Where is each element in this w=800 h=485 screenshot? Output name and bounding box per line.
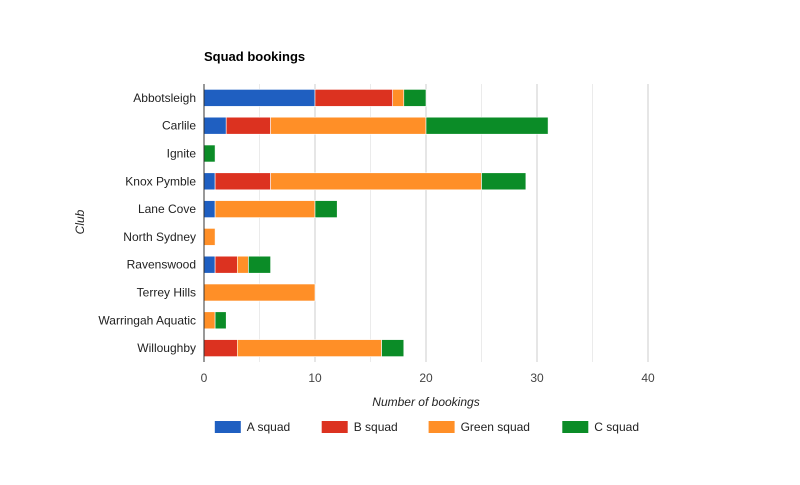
bar-abbotsleigh-b-squad[interactable] xyxy=(314,89,393,107)
legend-swatch xyxy=(214,421,241,433)
bar-carlile-a-squad[interactable] xyxy=(203,116,227,135)
bar-terrey-hills-green-squad[interactable] xyxy=(203,283,316,302)
bar-lane-cove-a-squad[interactable] xyxy=(203,200,216,218)
x-tick-label: 30 xyxy=(530,371,544,385)
bar-abbotsleigh-c-squad[interactable] xyxy=(403,89,427,107)
category-label: Abbotsleigh xyxy=(133,91,196,105)
legend-swatch xyxy=(321,421,348,433)
x-tick-label: 20 xyxy=(419,371,433,385)
legend-item[interactable]: C squad xyxy=(562,420,639,434)
category-label: Carlile xyxy=(162,119,196,133)
bar-north-sydney-green-squad[interactable] xyxy=(203,228,216,246)
bar-warringah-aquatic-green-squad[interactable] xyxy=(203,311,216,330)
bar-knox-pymble-c-squad[interactable] xyxy=(481,172,527,191)
category-label: Terrey Hills xyxy=(137,286,196,300)
legend-label: B squad xyxy=(354,420,398,434)
category-label: Ravenswood xyxy=(127,258,196,272)
x-tick-label: 0 xyxy=(201,371,208,385)
category-label: Knox Pymble xyxy=(125,174,196,188)
bar-knox-pymble-a-squad[interactable] xyxy=(203,172,216,191)
bar-willoughby-green-squad[interactable] xyxy=(237,339,382,357)
category-label: Ignite xyxy=(167,147,197,161)
bar-ravenswood-a-squad[interactable] xyxy=(203,255,216,274)
legend-swatch xyxy=(428,421,455,433)
legend-swatch xyxy=(562,421,589,433)
category-label: Lane Cove xyxy=(138,202,196,216)
bar-ravenswood-c-squad[interactable] xyxy=(248,255,271,274)
bar-willoughby-b-squad[interactable] xyxy=(203,339,238,357)
bar-knox-pymble-green-squad[interactable] xyxy=(270,172,482,191)
x-axis-title: Number of bookings xyxy=(372,395,479,409)
legend-label: Green squad xyxy=(461,420,530,434)
legend-item[interactable]: A squad xyxy=(214,420,290,434)
bar-carlile-b-squad[interactable] xyxy=(225,116,271,135)
bar-carlile-c-squad[interactable] xyxy=(425,116,549,135)
chart-title: Squad bookings xyxy=(204,49,305,64)
bar-willoughby-c-squad[interactable] xyxy=(381,339,405,357)
bar-carlile-green-squad[interactable] xyxy=(270,116,427,135)
category-label: Willoughby xyxy=(137,341,196,355)
x-tick-label: 10 xyxy=(308,371,322,385)
legend-item[interactable]: Green squad xyxy=(428,420,530,434)
category-label: North Sydney xyxy=(123,230,196,244)
bar-warringah-aquatic-c-squad[interactable] xyxy=(214,311,227,330)
bar-abbotsleigh-green-squad[interactable] xyxy=(392,89,405,107)
bar-ignite-c-squad[interactable] xyxy=(203,144,216,163)
legend-label: C squad xyxy=(594,420,639,434)
x-tick-label: 40 xyxy=(641,371,655,385)
bar-lane-cove-c-squad[interactable] xyxy=(314,200,338,218)
bar-ravenswood-b-squad[interactable] xyxy=(214,255,238,274)
bars-layer xyxy=(203,89,549,357)
labels-layer: Abbotsleigh Carlile Ignite Knox Pymble Lane … xyxy=(98,91,655,385)
bar-abbotsleigh-a-squad[interactable] xyxy=(203,89,316,107)
y-axis-title: Club xyxy=(73,209,87,234)
bar-ravenswood-green-squad[interactable] xyxy=(237,255,249,274)
legend-label: A squad xyxy=(247,420,290,434)
category-label: Warringah Aquatic xyxy=(98,313,196,327)
legend: A squad B squad Green squad C squad xyxy=(214,420,639,434)
bar-knox-pymble-b-squad[interactable] xyxy=(214,172,271,191)
bar-lane-cove-green-squad[interactable] xyxy=(214,200,316,218)
legend-item[interactable]: B squad xyxy=(321,420,398,434)
